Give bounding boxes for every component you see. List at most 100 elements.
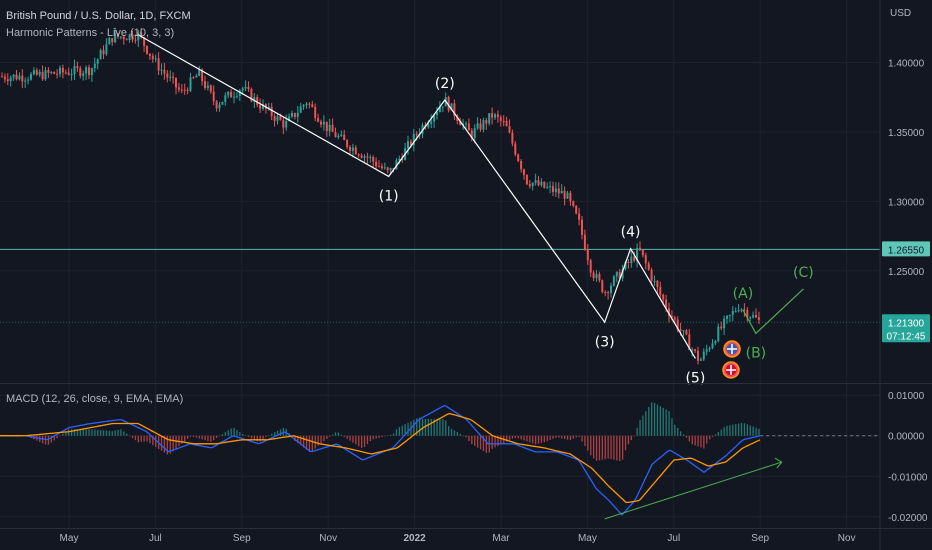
candle-body [697,350,699,361]
us-flag-icon[interactable] [723,340,741,358]
macd-histogram-bar [714,434,717,436]
macd-legend[interactable]: MACD (12, 26, close, 9, EMA, EMA) [6,393,184,405]
macd-histogram-bar [73,429,76,436]
macd-histogram-bar [94,429,96,436]
macd-histogram-bar [532,435,534,444]
candle-body [491,113,494,118]
macd-histogram-bar [274,432,276,436]
macd-pane[interactable] [0,402,880,520]
macd-histogram-bar [123,431,125,436]
macd-histogram-bar [384,435,386,437]
candle-body [636,247,639,261]
wave-label: (5) [685,370,705,386]
candle-body [180,89,183,91]
candle-body [473,128,476,138]
event-icons[interactable] [722,340,741,379]
candle-body [459,120,462,126]
macd-histogram-bar [729,425,731,436]
macd-histogram-bar [523,435,525,441]
candle-body [224,95,227,102]
macd-histogram-bar [720,429,722,436]
candle-body [412,133,415,146]
macd-histogram-bar [706,435,708,444]
macd-histogram-bar [329,435,331,437]
macd-histogram-bar [146,435,148,442]
candle-body [21,75,24,82]
macd-histogram-bar [450,428,453,436]
price-tick-label: 1.30000 [888,197,925,208]
time-tick-label: Sep [751,533,769,544]
macd-histogram-bar [79,429,81,436]
candle-body [528,184,531,187]
candle-body [395,160,398,170]
candle-body [682,330,685,332]
candle-body [450,103,453,111]
macd-histogram-bar [227,430,229,436]
macd-histogram-bar [740,422,743,436]
candle-body [233,96,235,98]
macd-histogram-bar [456,432,458,436]
indicator-legend[interactable]: Harmonic Patterns - Live (10, 3, 3) [6,27,175,39]
macd-histogram-bar [117,429,119,436]
candle-body [192,77,195,79]
candle-body [407,141,409,149]
candle-body [734,310,737,312]
symbol-title[interactable]: British Pound / U.S. Dollar, 1D, FXCM [6,10,191,22]
macd-histogram-bar [694,435,696,446]
macd-histogram-bar [546,435,548,442]
macd-histogram-bar [71,429,73,436]
macd-histogram-bar [738,423,740,436]
macd-histogram-bar [184,435,186,442]
macd-histogram-bar [445,420,447,436]
macd-histogram-bar [131,435,134,438]
candle-body [685,330,688,335]
macd-histogram-bar [311,435,313,452]
macd-histogram-bar [236,429,238,436]
uk-flag-icon[interactable] [722,361,740,379]
candle-body [705,349,708,352]
macd-histogram-bar [50,435,52,443]
candle-body [296,112,299,118]
candle-body [189,77,192,91]
candle-body [6,79,9,82]
candle-body [93,63,96,69]
macd-histogram-bar [401,425,403,436]
candle-body [169,76,172,78]
candle-body [285,120,288,128]
macd-histogram-bar [88,429,90,436]
candle-body [737,310,740,312]
candle-body [70,74,73,76]
macd-tick-label: -0.02000 [888,513,928,524]
macd-histogram-bar [711,435,714,437]
macd-histogram-bar [662,407,664,436]
candle-body [479,123,482,130]
signal-line [0,412,761,504]
candle-body [140,32,143,38]
candlestick-series[interactable] [1,27,760,365]
macd-histogram-bar [163,435,166,453]
candle-body [482,120,485,130]
macd-histogram-bar [105,430,108,436]
candle-body [389,168,392,171]
candle-body [668,308,670,317]
macd-histogram-bar [47,435,50,445]
macd-histogram-bar [326,435,328,439]
candle-body [566,192,569,199]
macd-histogram-bar [685,435,688,438]
macd-histogram-bar [610,435,612,459]
macd-histogram-bar [482,435,485,452]
macd-histogram-bar [363,435,366,447]
macd-histogram-bar [352,435,354,443]
candle-body [131,34,134,40]
candle-body [456,115,459,121]
candle-body [302,105,305,107]
macd-histogram-bar [404,424,406,436]
candle-body [656,280,659,288]
candle-body [204,81,206,88]
candle-body [56,73,59,75]
macd-histogram-bar [575,435,577,438]
macd-histogram-bar [540,435,543,443]
macd-tick-label: 0.01000 [888,391,925,402]
macd-histogram-bar [44,435,47,445]
